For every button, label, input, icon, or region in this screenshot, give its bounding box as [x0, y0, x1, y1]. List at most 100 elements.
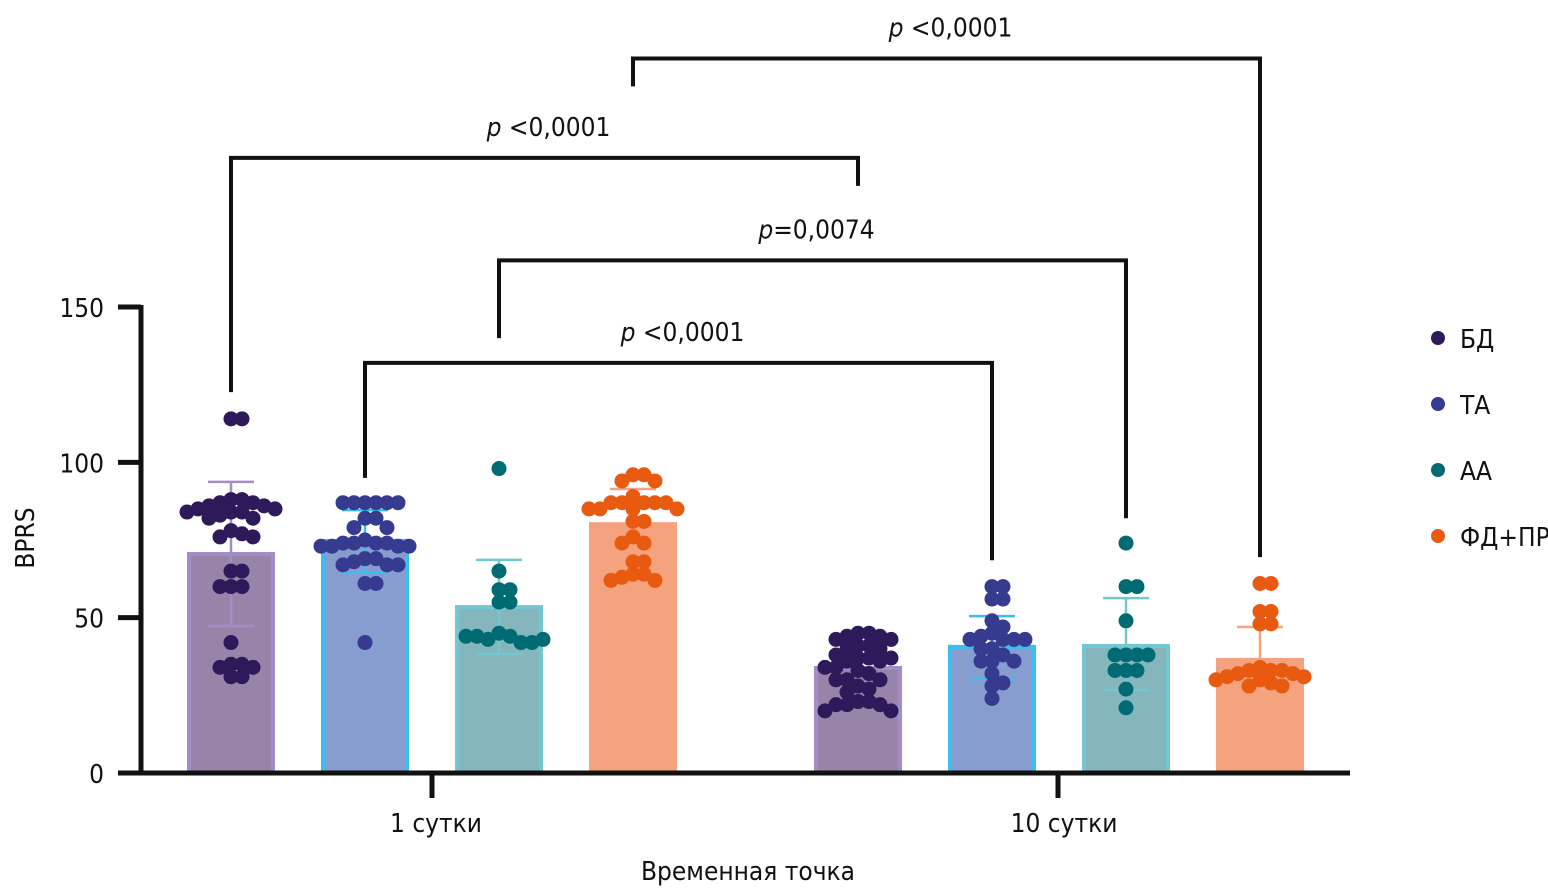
data-point: [201, 510, 217, 526]
data-point: [636, 467, 652, 483]
data-point: [962, 631, 978, 647]
data-point: [1118, 535, 1134, 551]
bar: [321, 538, 409, 775]
x-axis-label: Временная точка: [641, 857, 855, 887]
data-point: [872, 653, 888, 669]
data-point: [1208, 672, 1224, 688]
legend-marker: [1431, 529, 1445, 543]
data-point: [614, 495, 630, 511]
x-tick-label: 10 сутки: [1011, 809, 1118, 839]
data-point: [984, 653, 1000, 669]
legend-marker: [1431, 331, 1445, 345]
data-point: [984, 690, 1000, 706]
data-point: [984, 678, 1000, 694]
data-point: [636, 554, 652, 570]
p-value-label: p <0,0001: [620, 318, 745, 348]
data-point: [1263, 662, 1279, 678]
data-point: [1118, 681, 1134, 697]
data-point: [636, 535, 652, 551]
data-point: [234, 504, 250, 520]
data-point: [647, 572, 663, 588]
data-point: [1296, 669, 1312, 685]
data-point: [313, 538, 329, 554]
data-point: [828, 697, 844, 713]
data-point: [995, 647, 1011, 663]
x-tick-label: 1 сутки: [390, 809, 482, 839]
data-point: [839, 641, 855, 657]
significance-bracket: [229, 155, 860, 393]
data-point: [1263, 575, 1279, 591]
data-point: [245, 510, 261, 526]
data-point: [368, 551, 384, 567]
data-point: [535, 631, 551, 647]
data-point: [1274, 678, 1290, 694]
data-point: [592, 501, 608, 517]
data-point: [491, 582, 507, 598]
data-point: [368, 535, 384, 551]
data-point: [995, 631, 1011, 647]
data-point: [883, 703, 899, 719]
data-point: [401, 538, 417, 554]
data-point: [368, 495, 384, 511]
data-point: [1252, 603, 1268, 619]
data-point: [1006, 653, 1022, 669]
y-axis-label: BPRS: [11, 507, 41, 568]
data-point: [984, 591, 1000, 607]
data-point: [502, 594, 518, 610]
data-point: [828, 647, 844, 663]
y-tick-label: 0: [89, 760, 104, 790]
data-point: [828, 631, 844, 647]
data-point: [984, 613, 1000, 629]
data-point: [973, 653, 989, 669]
data-point: [636, 566, 652, 582]
data-point: [872, 672, 888, 688]
legend-label: АА: [1460, 457, 1492, 487]
data-point: [179, 504, 195, 520]
data-point: [223, 579, 239, 595]
data-point: [379, 495, 395, 511]
legend-label: ТА: [1459, 391, 1490, 421]
legend-marker: [1431, 463, 1445, 477]
data-point: [368, 510, 384, 526]
y-tick-label: 100: [59, 449, 104, 479]
data-point: [357, 510, 373, 526]
data-point: [636, 513, 652, 529]
data-point: [1107, 662, 1123, 678]
data-point: [1107, 647, 1123, 663]
data-point: [379, 520, 395, 536]
data-point: [625, 467, 641, 483]
data-point: [872, 697, 888, 713]
data-point: [839, 672, 855, 688]
data-points: [179, 411, 1312, 719]
data-point: [603, 572, 619, 588]
data-point: [223, 669, 239, 685]
data-point: [502, 582, 518, 598]
data-point: [234, 563, 250, 579]
data-point: [390, 557, 406, 573]
data-point: [995, 619, 1011, 635]
data-point: [817, 659, 833, 675]
data-point: [513, 635, 529, 651]
data-point: [1252, 616, 1268, 632]
data-point: [614, 535, 630, 551]
data-point: [625, 529, 641, 545]
data-point: [1241, 678, 1257, 694]
data-point: [669, 501, 685, 517]
data-point: [502, 628, 518, 644]
data-point: [223, 635, 239, 651]
significance-bracket: [363, 360, 994, 561]
data-point: [469, 628, 485, 644]
data-point: [839, 684, 855, 700]
data-point: [828, 659, 844, 675]
data-point: [883, 631, 899, 647]
data-point: [212, 529, 228, 545]
data-point: [491, 594, 507, 610]
data-point: [625, 501, 641, 517]
data-point: [1252, 575, 1268, 591]
data-point: [647, 473, 663, 489]
data-point: [817, 703, 833, 719]
data-point: [984, 579, 1000, 595]
data-point: [234, 579, 250, 595]
data-point: [212, 579, 228, 595]
